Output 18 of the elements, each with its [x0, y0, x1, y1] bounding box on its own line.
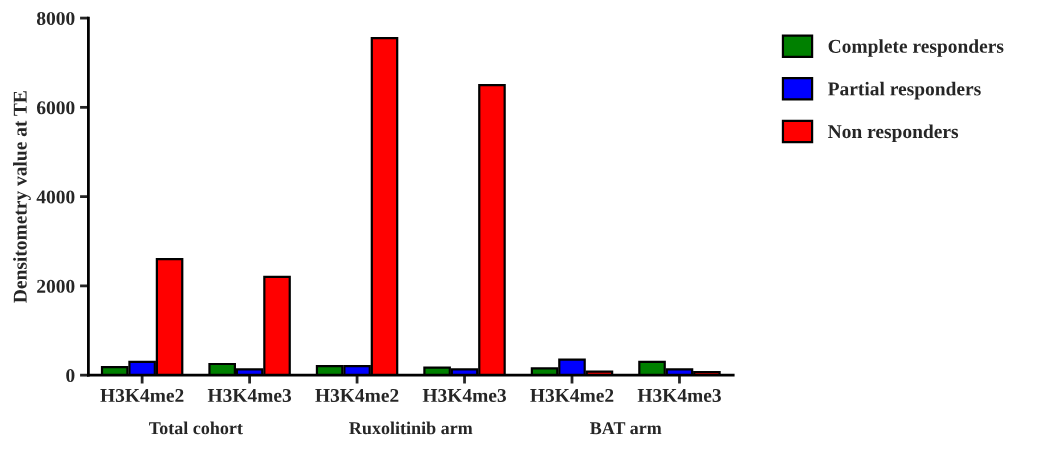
x-tick-label: H3K4me2 — [530, 388, 614, 403]
text: Total cohort — [149, 421, 243, 435]
x-tick-label: H3K4me2 — [100, 388, 184, 403]
y-tick-label: 4000 — [36, 190, 75, 204]
legend-label: Complete responders — [828, 39, 1004, 57]
text: BAT arm — [589, 422, 662, 435]
legend-label: Non responders — [828, 124, 959, 143]
y-tick-label: 8000 — [36, 11, 75, 26]
y-tick-label: 6000 — [36, 101, 75, 115]
x-tick-label: H3K4me3 — [422, 388, 506, 403]
text: Ruxolitinib arm — [349, 421, 473, 435]
y-tick-label: 2000 — [37, 279, 75, 293]
legend-label: Partial responders — [827, 81, 981, 100]
y-tick-label: 0 — [66, 368, 75, 383]
y-axis-title: Densitometry value at TE — [13, 91, 31, 303]
x-tick-label: H3K4me3 — [637, 388, 721, 403]
x-tick-label: H3K4me2 — [315, 388, 399, 403]
x-tick-label: H3K4me3 — [207, 388, 292, 403]
